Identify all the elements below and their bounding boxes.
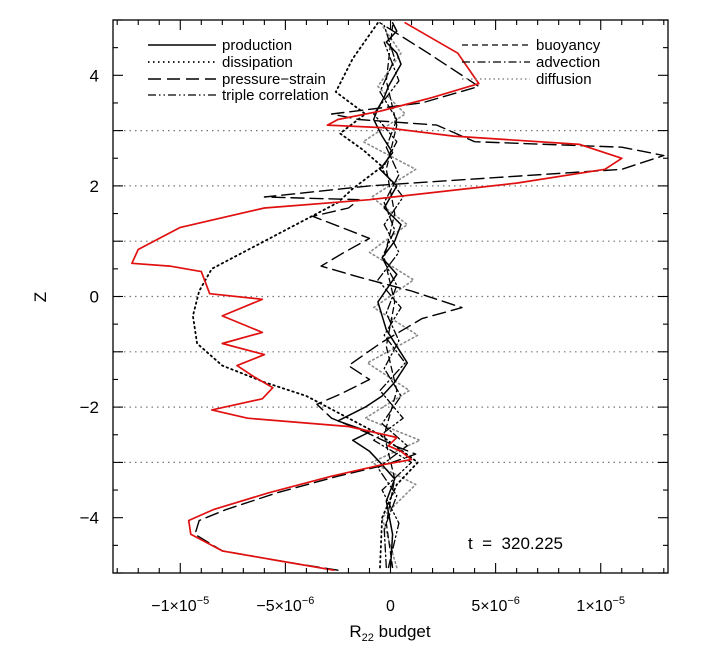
x-tick-mantissa: 0 <box>386 598 395 615</box>
y-axis-label: Z <box>31 292 50 302</box>
x-tick-exponent: −5 <box>197 595 210 607</box>
y-tick-label-4: 4 <box>90 66 99 85</box>
y-tick-labels: −4 −2 0 2 4 <box>80 66 99 527</box>
grid-lines <box>113 130 668 463</box>
series-dotted <box>191 21 419 569</box>
series-layer <box>131 21 665 572</box>
x-axis-label-subscript: 22 <box>362 632 374 644</box>
x-tick-label-4: 1×10−5 <box>576 595 625 615</box>
legend-label-longdash: pressure−strain <box>222 71 326 88</box>
x-tick-exponent: −6 <box>507 595 520 607</box>
x-tick-mantissa: 1×10 <box>576 598 612 615</box>
legend: productiondissipationpressure−straintrip… <box>148 37 601 104</box>
x-tick-exponent: −6 <box>302 595 315 607</box>
x-tick-mantissa: −5×10 <box>256 598 301 615</box>
axis-ticks <box>113 19 668 574</box>
y-tick-label-1: −2 <box>80 398 99 417</box>
x-tick-exponent: −5 <box>612 595 625 607</box>
x-tick-label-1: −5×10−6 <box>256 595 314 615</box>
x-axis-label-main: R <box>349 622 361 641</box>
y-tick-label-2: 0 <box>90 288 99 307</box>
x-tick-mantissa: −1×10 <box>151 598 196 615</box>
y-tick-label-0: −4 <box>80 509 99 528</box>
x-tick-labels: −1×10−5 −5×10−6 0 5×10−6 1×10−5 <box>151 595 625 615</box>
legend-label-dashdot: advection <box>536 54 600 71</box>
legend-label-solid: production <box>222 37 292 54</box>
y-tick-label-3: 2 <box>90 177 99 196</box>
x-axis-label-rest: budget <box>374 622 431 641</box>
legend-label-dashdotdot: triple correlation <box>222 87 329 104</box>
series-dashdotdot <box>373 41 413 569</box>
time-annotation: t = 320.225 <box>468 534 563 553</box>
x-tick-label-3: 5×10−6 <box>471 595 520 615</box>
x-tick-label-2: 0 <box>386 598 395 615</box>
legend-label-dotted-gray: diffusion <box>536 71 592 88</box>
series-solid <box>337 22 409 569</box>
x-axis-label: R22 budget <box>349 622 431 644</box>
legend-label-dotted: dissipation <box>222 54 293 71</box>
series-sum-red <box>131 21 623 572</box>
x-tick-mantissa: 5×10 <box>471 598 507 615</box>
x-tick-label-0: −1×10−5 <box>151 595 209 615</box>
series-longdash <box>194 22 665 571</box>
legend-label-dashed: buoyancy <box>536 37 601 54</box>
